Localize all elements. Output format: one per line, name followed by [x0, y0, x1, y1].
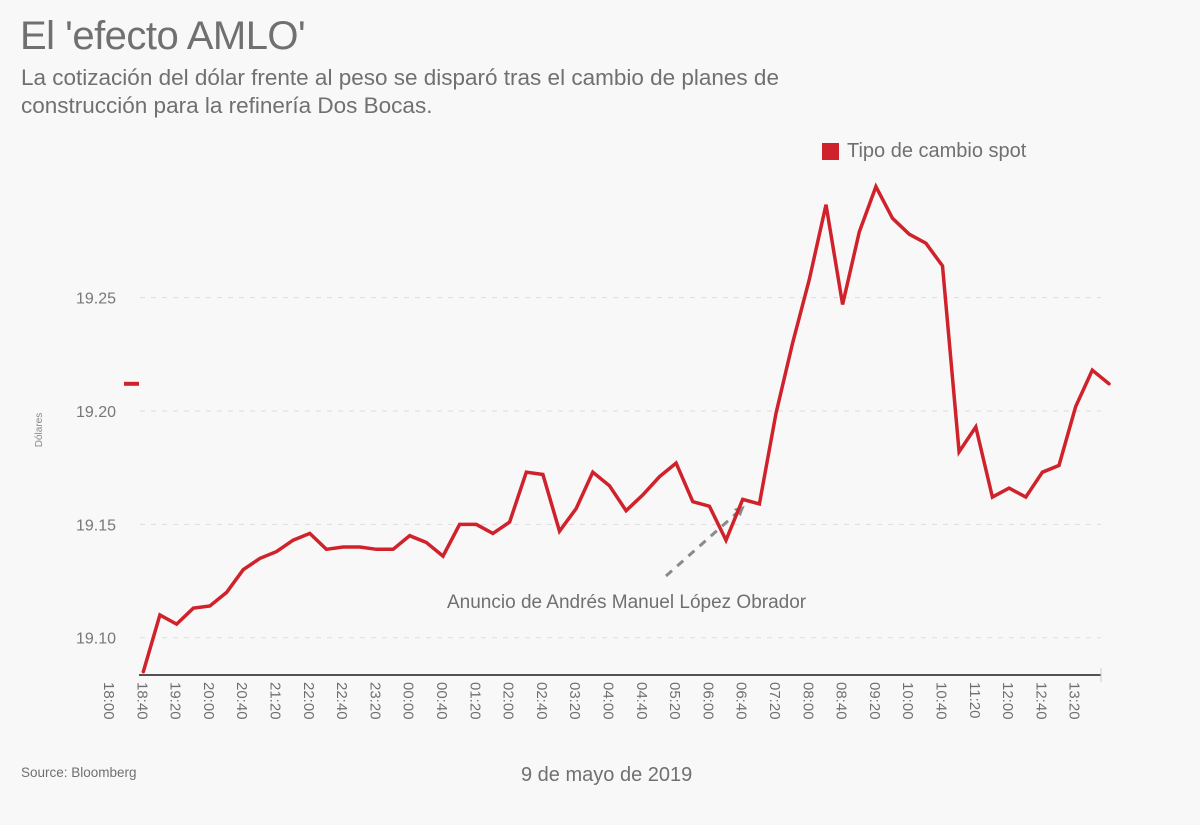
- x-tick-label: 05:20: [666, 682, 683, 720]
- x-tick-label: 11:20: [966, 682, 983, 718]
- y-axis-label: Dólares: [34, 413, 45, 447]
- x-tick-label: 08:40: [833, 682, 850, 720]
- x-tick-label: 02:00: [500, 682, 517, 720]
- x-tick-label: 09:20: [866, 682, 883, 720]
- x-tick-label: 01:20: [466, 682, 483, 720]
- x-tick-label: 08:00: [799, 682, 816, 720]
- x-tick-label: 23:20: [366, 682, 383, 720]
- x-axis-ticks: 18:00 18:40 19:20 20:00 20:40 21:20 22:00 22:40…: [100, 682, 1083, 720]
- annotation-arrow-line: [665, 511, 739, 578]
- x-axis-date-label: 9 de mayo de 2019: [521, 764, 693, 786]
- x-tick-label: 18:40: [133, 682, 150, 720]
- x-tick-label: 22:40: [333, 682, 350, 720]
- x-tick-label: 00:40: [433, 682, 450, 720]
- gridlines: [140, 297, 1101, 639]
- x-tick-label: 13:20: [1066, 682, 1083, 720]
- annotation-group: Anuncio de Andrés Manuel López Obrador: [447, 505, 807, 613]
- x-tick-label: 10:00: [899, 682, 916, 720]
- legend-swatch-icon: [822, 143, 839, 160]
- annotation-text: Anuncio de Andrés Manuel López Obrador: [447, 592, 807, 613]
- x-tick-label: 00:00: [400, 682, 417, 720]
- legend-label: Tipo de cambio spot: [847, 140, 1027, 162]
- x-tick-label: 02:40: [533, 682, 550, 720]
- x-tick-label: 21:20: [267, 682, 284, 720]
- x-tick-label: 18:00: [100, 682, 117, 720]
- x-tick-label: 04:40: [633, 682, 650, 720]
- x-tick-label: 07:20: [766, 682, 783, 720]
- series-group: [141, 182, 1111, 674]
- y-axis-ticks: 19.10 19.15 19.20 19.25: [76, 291, 116, 648]
- chart-title: El 'efecto AMLO': [20, 14, 306, 58]
- x-tick-label: 19:20: [167, 682, 184, 720]
- x-tick-label: 20:00: [200, 682, 217, 720]
- x-tick-label: 03:20: [566, 682, 583, 720]
- x-tick-label: 20:40: [233, 682, 250, 720]
- x-tick-label: 06:40: [733, 682, 750, 720]
- source-note: Source: Bloomberg: [21, 765, 137, 780]
- series-line: [141, 182, 1111, 674]
- x-tick-label: 10:40: [933, 682, 950, 720]
- y-tick-label: 19.10: [76, 631, 116, 648]
- x-tick-label: 22:00: [300, 682, 317, 720]
- y-tick-label: 19.25: [76, 291, 116, 308]
- y-tick-label: 19.15: [76, 517, 116, 534]
- x-tick-label: 06:00: [699, 682, 716, 720]
- legend: Tipo de cambio spot: [822, 140, 1026, 163]
- y-tick-label: 19.20: [76, 404, 116, 421]
- x-tick-label: 12:40: [1032, 682, 1049, 720]
- x-tick-label: 04:00: [600, 682, 617, 720]
- x-tick-label: 12:00: [999, 682, 1016, 720]
- chart-subtitle: La cotización del dólar frente al peso s…: [21, 65, 779, 118]
